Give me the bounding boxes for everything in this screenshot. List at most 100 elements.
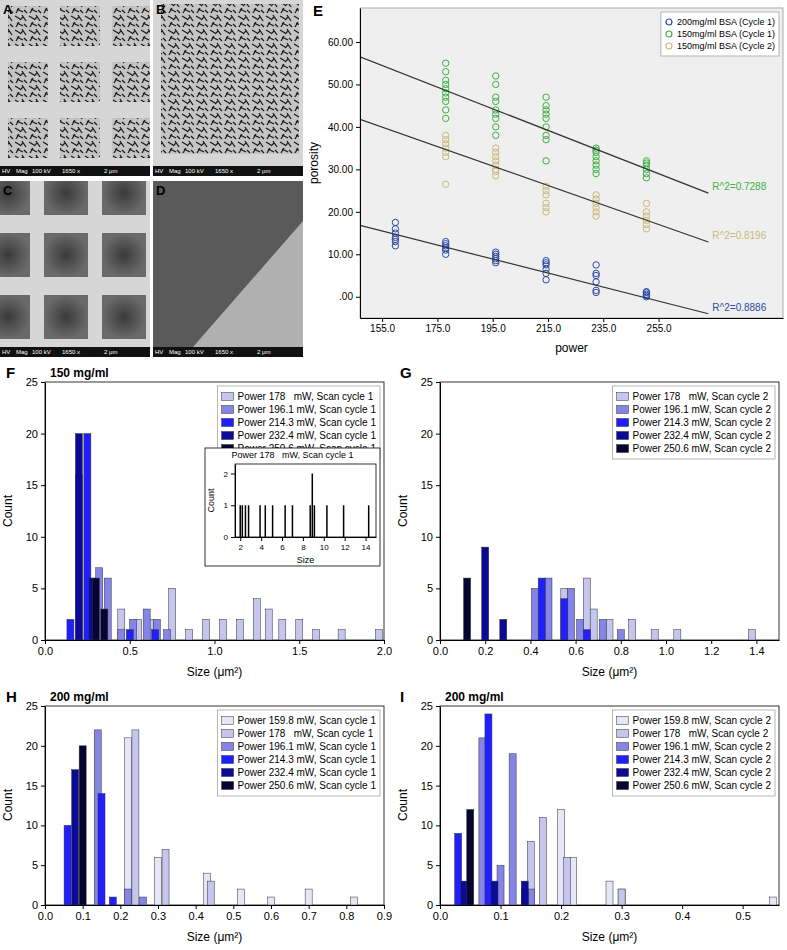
bar: [109, 897, 116, 905]
tick: 20.00: [328, 207, 360, 218]
tick-label: 10: [26, 819, 38, 831]
bar: [769, 897, 776, 905]
tick-label: 14: [362, 543, 371, 552]
info-text: 1650 x: [62, 349, 80, 355]
tick-label: 20: [26, 428, 38, 440]
tick-mark: [41, 865, 45, 866]
tick-label: 0: [32, 899, 38, 911]
legend-swatch: [617, 406, 629, 414]
plot-frame: [440, 382, 779, 640]
legend-label: 200mg/ml BSA (Cycle 1): [677, 17, 775, 27]
point: [593, 287, 599, 293]
point: [643, 288, 649, 294]
tick: 12: [341, 537, 350, 552]
micrograph: HVMag100 kV1650 x2 μmA: [0, 0, 152, 176]
legend-label: Power 232.4 mW, Scan cycle 1: [238, 430, 377, 441]
x-axis: 155.0175.0195.0215.0235.0255.0: [361, 318, 784, 334]
subtitle: 150 mg/ml: [50, 366, 109, 380]
bar: [237, 889, 244, 905]
panel-label: C: [3, 183, 13, 198]
tick-label: 50.00: [328, 79, 353, 90]
plot-background: [360, 8, 783, 318]
bar: [236, 619, 243, 640]
x-axis: 0.00.10.20.30.40.50.60.70.80.9: [38, 905, 392, 922]
point: [392, 226, 398, 232]
tick-label: 2: [224, 470, 229, 479]
tick-mark: [621, 640, 622, 644]
tick-mark: [240, 537, 241, 541]
tick: 25: [26, 700, 45, 712]
tick-mark: [666, 640, 667, 644]
tick: 6: [280, 537, 285, 552]
tick-mark: [603, 318, 604, 322]
legend-swatch: [617, 445, 629, 453]
tick: 20: [421, 428, 440, 440]
point: [443, 77, 449, 83]
point: [543, 257, 549, 263]
point: [443, 107, 449, 113]
tick: 50.00: [328, 79, 360, 90]
tick-mark: [366, 537, 367, 541]
tick-mark: [41, 382, 45, 383]
tick-label: 20: [421, 428, 433, 440]
tick: 20: [26, 428, 45, 440]
legend-label: Power 196.1 mW, Scan cycle 1: [238, 741, 377, 752]
tick: 0.6: [264, 905, 279, 922]
tick-label: 5: [427, 859, 433, 871]
micrograph-content: [0, 0, 150, 176]
legend-label: Power 159.8 mW, Scan cycle 2: [633, 715, 772, 726]
tick: 0: [32, 634, 45, 646]
tick-mark: [436, 905, 440, 906]
tick: 5: [32, 582, 45, 594]
tick: 0.8: [339, 905, 354, 922]
tick-label: 20: [421, 740, 433, 752]
annotation: R^2=0.8886: [712, 302, 766, 313]
bar: [152, 630, 159, 640]
x-axis-title: Size (μm²): [187, 665, 243, 679]
y-axis-title: porosity: [307, 142, 321, 184]
legend-label: 150mg/ml BSA (Cycle 2): [677, 41, 775, 51]
inset-frame: [205, 448, 380, 566]
tick: 20: [421, 740, 440, 752]
dense-square: [102, 295, 146, 339]
tick-mark: [561, 905, 562, 909]
tick-mark: [45, 905, 46, 909]
bar: [265, 505, 267, 537]
tick-label: 0.6: [568, 645, 583, 657]
tick-label: 0.7: [302, 910, 317, 922]
tick-mark: [231, 505, 235, 506]
tick-label: 25: [421, 376, 433, 388]
bar: [561, 599, 568, 640]
tick: 0.4: [189, 905, 204, 922]
bar: [606, 881, 613, 905]
bar: [118, 609, 125, 640]
tick-mark: [356, 254, 360, 255]
y-axis: 0510152025: [26, 376, 46, 646]
tick-mark: [41, 537, 45, 538]
tick-mark: [576, 640, 577, 644]
bar: [564, 857, 571, 905]
info-bar: [153, 347, 303, 357]
tick: 14: [362, 537, 371, 552]
tick-mark: [271, 905, 272, 909]
info-bar: [0, 347, 150, 357]
x-axis: 0.00.51.01.52.0: [38, 640, 392, 657]
tick: 0.0: [38, 640, 53, 657]
bar: [259, 505, 261, 537]
plot-marks: [67, 434, 382, 640]
tick-label: 0.4: [675, 910, 690, 922]
tick-mark: [485, 640, 486, 644]
tick-mark: [756, 640, 757, 644]
point: [543, 102, 549, 108]
x-axis-title: Size (μm²): [582, 665, 638, 679]
bar: [467, 809, 474, 905]
tick: 0.0: [38, 905, 53, 922]
bar: [124, 738, 131, 905]
tick-label: 2: [238, 543, 243, 552]
tick: 40.00: [328, 122, 360, 133]
legend-box: [218, 710, 380, 796]
bar: [312, 474, 314, 537]
pattern-square: [8, 118, 48, 158]
point: [543, 158, 549, 164]
x-axis-title: Size: [297, 555, 315, 565]
